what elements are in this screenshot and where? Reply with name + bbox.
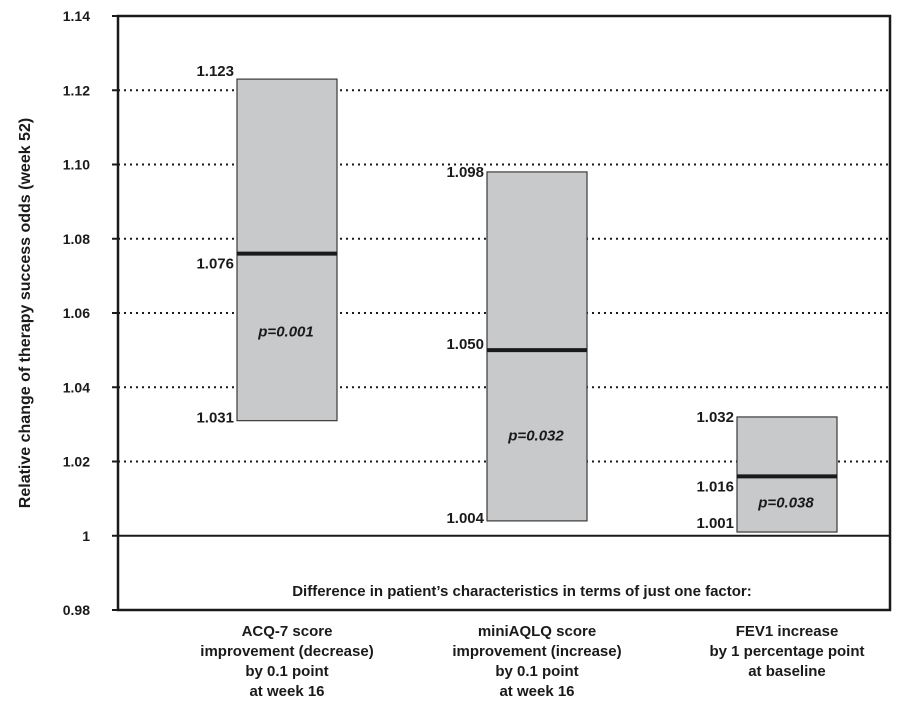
category-label-line: improvement (increase) bbox=[452, 643, 621, 660]
y-tick-label: 1.10 bbox=[63, 157, 90, 173]
low-value-label: 1.004 bbox=[446, 510, 484, 527]
group-title: Difference in patient’s characteristics … bbox=[292, 583, 752, 600]
y-tick-label: 1.02 bbox=[63, 454, 90, 470]
mid-value-label: 1.050 bbox=[446, 336, 484, 353]
p-value-label: p=0.038 bbox=[757, 494, 814, 511]
p-value-label: p=0.032 bbox=[507, 428, 564, 445]
category-label-line: ACQ-7 score bbox=[242, 623, 333, 640]
high-value-label: 1.098 bbox=[446, 164, 484, 181]
category-label-line: improvement (decrease) bbox=[200, 643, 373, 660]
category-label-line: at baseline bbox=[748, 663, 826, 680]
y-tick-label: 1.04 bbox=[63, 379, 90, 395]
category-label-line: at week 16 bbox=[249, 683, 324, 700]
category-label-line: by 0.1 point bbox=[495, 663, 578, 680]
y-tick-label: 0.98 bbox=[63, 602, 90, 618]
mid-value-label: 1.016 bbox=[696, 478, 734, 495]
y-tick-label: 1.14 bbox=[63, 8, 90, 24]
low-value-label: 1.031 bbox=[196, 410, 234, 427]
y-axis-title: Relative change of therapy success odds … bbox=[17, 118, 34, 508]
category-label-line: FEV1 increase bbox=[736, 623, 839, 640]
high-value-label: 1.032 bbox=[696, 409, 734, 426]
y-tick-label: 1.08 bbox=[63, 231, 90, 247]
y-tick-label: 1.06 bbox=[63, 305, 90, 321]
low-value-label: 1.001 bbox=[696, 515, 734, 532]
y-tick-label: 1 bbox=[82, 528, 90, 544]
category-label-line: at week 16 bbox=[499, 683, 574, 700]
category-label-line: by 1 percentage point bbox=[709, 643, 864, 660]
category-label-line: by 0.1 point bbox=[245, 663, 328, 680]
range-box bbox=[486, 171, 588, 522]
y-tick-label: 1.12 bbox=[63, 82, 90, 98]
range-box bbox=[236, 78, 338, 422]
category-label-line: miniAQLQ score bbox=[478, 623, 596, 640]
p-value-label: p=0.001 bbox=[257, 324, 313, 341]
mid-value-label: 1.076 bbox=[196, 256, 234, 273]
high-value-label: 1.123 bbox=[196, 63, 234, 80]
